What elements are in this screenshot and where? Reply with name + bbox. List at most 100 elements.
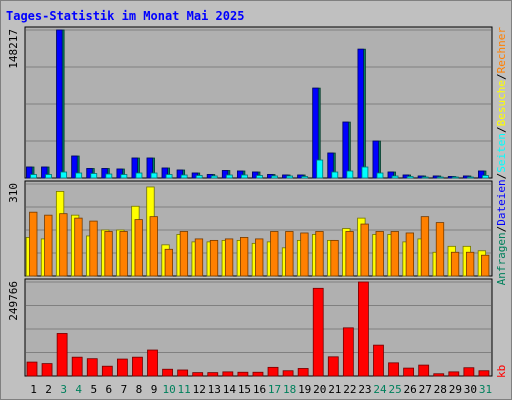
bar-kb-day-20 [312, 287, 324, 377]
x-tick-label-day-19: 19 [298, 383, 311, 396]
bar-seiten-day-26 [406, 176, 414, 179]
legend-item-1: / [495, 226, 508, 233]
bar-kb-day-14 [222, 371, 234, 377]
legend-item-5: / [495, 126, 508, 133]
bar-seiten-day-21 [331, 171, 339, 179]
bar-seiten-day-27 [421, 176, 429, 179]
bar-kb-day-18 [282, 370, 294, 377]
bar-kb-day-8 [132, 356, 143, 377]
x-tick-label-day-1: 1 [30, 383, 37, 396]
bar-dateien-day-1 [26, 166, 33, 179]
bar-kb-day-30 [463, 367, 475, 377]
bar-dateien-day-15 [236, 170, 244, 179]
bar-kb-day-15 [237, 371, 249, 377]
bar-kb-day-13 [207, 372, 219, 377]
bar-rechner-day-7 [119, 231, 128, 277]
bar-rechner-day-5 [89, 220, 98, 277]
bar-kb-day-28 [433, 373, 445, 377]
bar-seiten-day-13 [210, 175, 218, 179]
bar-rechner-day-8 [134, 219, 143, 277]
x-tick-label-day-3: 3 [60, 383, 67, 396]
bar-rechner-day-31 [481, 254, 490, 277]
bar-seiten-day-10 [165, 174, 173, 179]
bar-seiten-day-28 [436, 176, 444, 179]
bar-dateien-day-6 [101, 168, 108, 179]
bar-dateien-day-16 [252, 171, 259, 179]
bar-rechner-day-15 [239, 237, 249, 277]
bar-rechner-day-4 [74, 217, 83, 277]
bar-rechner-day-10 [164, 248, 173, 277]
x-tick-label-day-29: 29 [449, 383, 462, 396]
bar-rechner-day-14 [224, 238, 234, 277]
bar-kb-day-10 [162, 368, 173, 377]
bar-seiten-day-30 [466, 176, 474, 179]
x-tick-label-day-4: 4 [75, 383, 82, 396]
bar-kb-day-4 [71, 356, 83, 377]
x-tick-label-day-2: 2 [45, 383, 52, 396]
chart-panels: 148217 310 249766 [7, 26, 493, 377]
bar-seiten-day-23 [361, 166, 369, 179]
bar-dateien-day-24 [372, 140, 379, 179]
bar-rechner-day-30 [465, 251, 475, 277]
x-axis-labels: 1 2 3 4 5 6 7 8 9 10 11 12 13 14 15 16 17 18 19 20 21 22 23 24 2… [30, 383, 492, 396]
x-tick-label-day-8: 8 [136, 383, 143, 396]
x-tick-label-day-10: 10 [162, 383, 175, 396]
legend-item-8: Rechner [495, 27, 508, 74]
bar-rechner-day-2 [44, 214, 53, 277]
x-tick-label-day-14: 14 [223, 383, 237, 396]
legend-item-2: Dateien [495, 179, 508, 225]
bar-rechner-day-13 [209, 239, 219, 277]
bar-rechner-day-25 [390, 231, 399, 277]
bar-kb-day-23 [358, 281, 369, 377]
bar-kb-day-11 [177, 369, 189, 377]
bar-rechner-day-18 [285, 231, 294, 277]
bar-kb-day-31 [478, 370, 490, 377]
legend-item-0: Anfragen [495, 232, 508, 285]
x-tick-label-day-11: 11 [178, 383, 191, 396]
bar-kb-day-29 [448, 371, 460, 377]
bar-kb-day-26 [403, 367, 415, 377]
legend-item-3: / [495, 173, 508, 180]
bar-seiten-day-1 [30, 174, 37, 179]
bar-kb-day-19 [297, 368, 309, 377]
bar-seiten-day-17 [271, 175, 278, 179]
legend-item-7: / [495, 73, 508, 80]
x-tick-label-day-22: 22 [343, 383, 356, 396]
bar-rechner-day-6 [104, 231, 113, 277]
bar-dateien-day-7 [116, 168, 123, 179]
bar-dateien-day-3 [56, 29, 63, 179]
chart-title: Tages-Statistik im Monat Mai 2025 [6, 9, 244, 23]
x-tick-label-day-12: 12 [193, 383, 206, 396]
bar-kb-day-25 [388, 362, 399, 377]
legend-kb: kb [495, 365, 508, 378]
right-legend: Anfragen/Dateien/Seiten/Besuche/Rechnerk… [495, 27, 508, 378]
bar-rechner-day-11 [179, 231, 189, 277]
series-rechner [29, 211, 490, 277]
bar-seiten-day-12 [195, 175, 203, 179]
bar-rechner-day-24 [375, 231, 384, 277]
series-kb [26, 281, 490, 377]
x-tick-label-day-23: 23 [358, 383, 371, 396]
x-tick-label-day-21: 21 [328, 383, 341, 396]
bar-rechner-day-28 [435, 222, 445, 277]
bar-seiten-day-4 [75, 172, 83, 179]
bar-kb-day-22 [342, 327, 354, 377]
plot-area-kbytes [24, 278, 493, 377]
bar-dateien-day-20 [312, 87, 319, 179]
bar-seiten-day-29 [451, 176, 459, 179]
y-max-label-visits: 310 [7, 183, 20, 203]
bar-seiten-day-19 [301, 176, 309, 179]
x-tick-label-day-5: 5 [90, 383, 97, 396]
bar-dateien-day-25 [387, 171, 394, 179]
bar-rechner-day-3 [59, 213, 68, 277]
x-tick-label-day-24: 24 [373, 383, 387, 396]
bar-dateien-day-10 [161, 167, 168, 179]
bar-kb-day-2 [41, 363, 53, 377]
bar-kb-day-7 [116, 358, 128, 377]
bar-seiten-day-18 [286, 175, 294, 179]
x-tick-label-day-28: 28 [434, 383, 447, 396]
bar-rechner-day-19 [300, 232, 309, 277]
bar-dateien-day-2 [41, 166, 48, 179]
